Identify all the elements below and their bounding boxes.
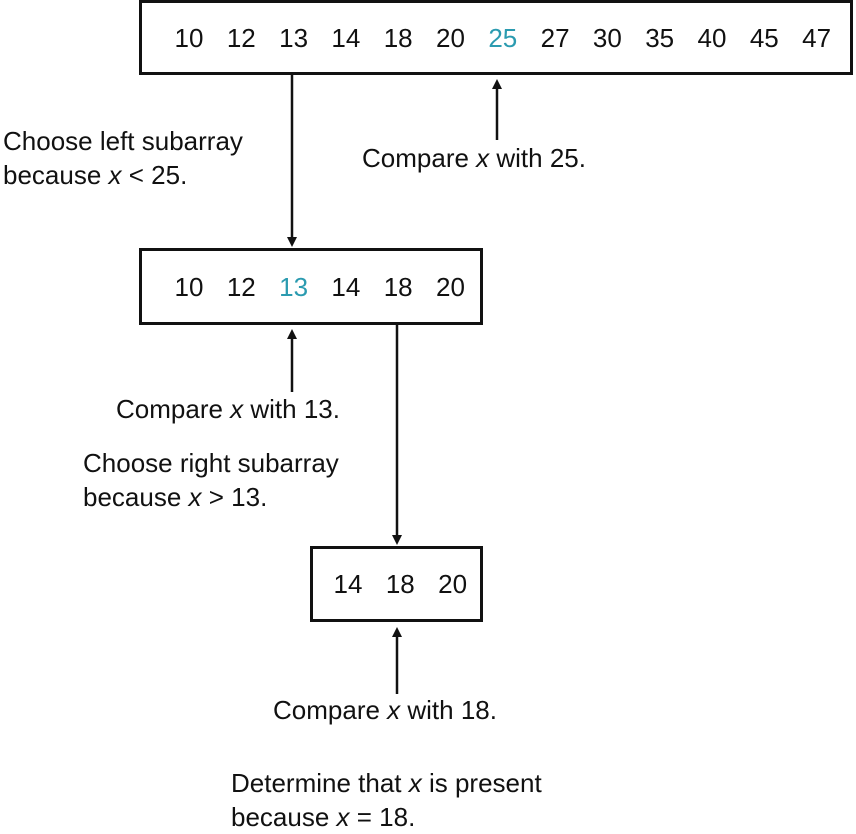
full-array-box: 10 12 13 14 18 20 25 27 30 35 40 45 47 [139,0,853,75]
full-array-cell: 12 [226,22,256,53]
full-array-cell: 25 [488,22,518,53]
full-array-cell: 30 [592,22,622,53]
left-array-cell: 14 [331,271,361,302]
final-subarray-box: 14 18 20 [310,546,483,622]
left-array-cell: 20 [436,271,465,302]
left-array-cell: 13 [279,271,309,302]
caption-determine-present: Determine that x is present because x = … [231,766,542,834]
caption-choose-left: Choose left subarray because x < 25. [3,124,243,192]
full-array-cell: 35 [645,22,675,53]
choose-right-line2: because x > 13. [83,482,268,512]
final-array-cell: 18 [385,569,415,599]
left-subarray-cells: 10 12 13 14 18 20 [142,251,480,322]
final-array-cell: 20 [438,569,468,599]
full-array-cells: 10 12 13 14 18 20 25 27 30 35 40 45 47 [142,3,850,72]
determine-line1: Determine that x is present [231,768,542,798]
full-array-cell: 18 [383,22,413,53]
choose-left-line2: because x < 25. [3,160,188,190]
final-array-cell: 14 [333,569,363,599]
choose-left-line1: Choose left subarray [3,126,243,156]
final-subarray-cells: 14 18 20 [313,549,480,619]
full-array-cell: 47 [802,22,832,53]
full-array-cell: 20 [436,22,465,53]
caption-choose-right: Choose right subarray because x > 13. [83,446,339,514]
full-array-cell: 10 [174,22,204,53]
choose-right-line1: Choose right subarray [83,448,339,478]
full-array-cell: 40 [697,22,727,53]
caption-compare-18: Compare x with 18. [273,695,497,725]
left-array-cell: 10 [174,271,204,302]
left-array-cell: 12 [226,271,256,302]
determine-line2: because x = 18. [231,802,416,832]
caption-compare-13: Compare x with 13. [116,394,340,424]
caption-compare-25: Compare x with 25. [362,143,586,173]
full-array-cell: 45 [749,22,779,53]
full-array-cell: 13 [279,22,309,53]
left-subarray-box: 10 12 13 14 18 20 [139,248,483,325]
full-array-cell: 14 [331,22,361,53]
left-array-cell: 18 [383,271,413,302]
full-array-cell: 27 [540,22,570,53]
